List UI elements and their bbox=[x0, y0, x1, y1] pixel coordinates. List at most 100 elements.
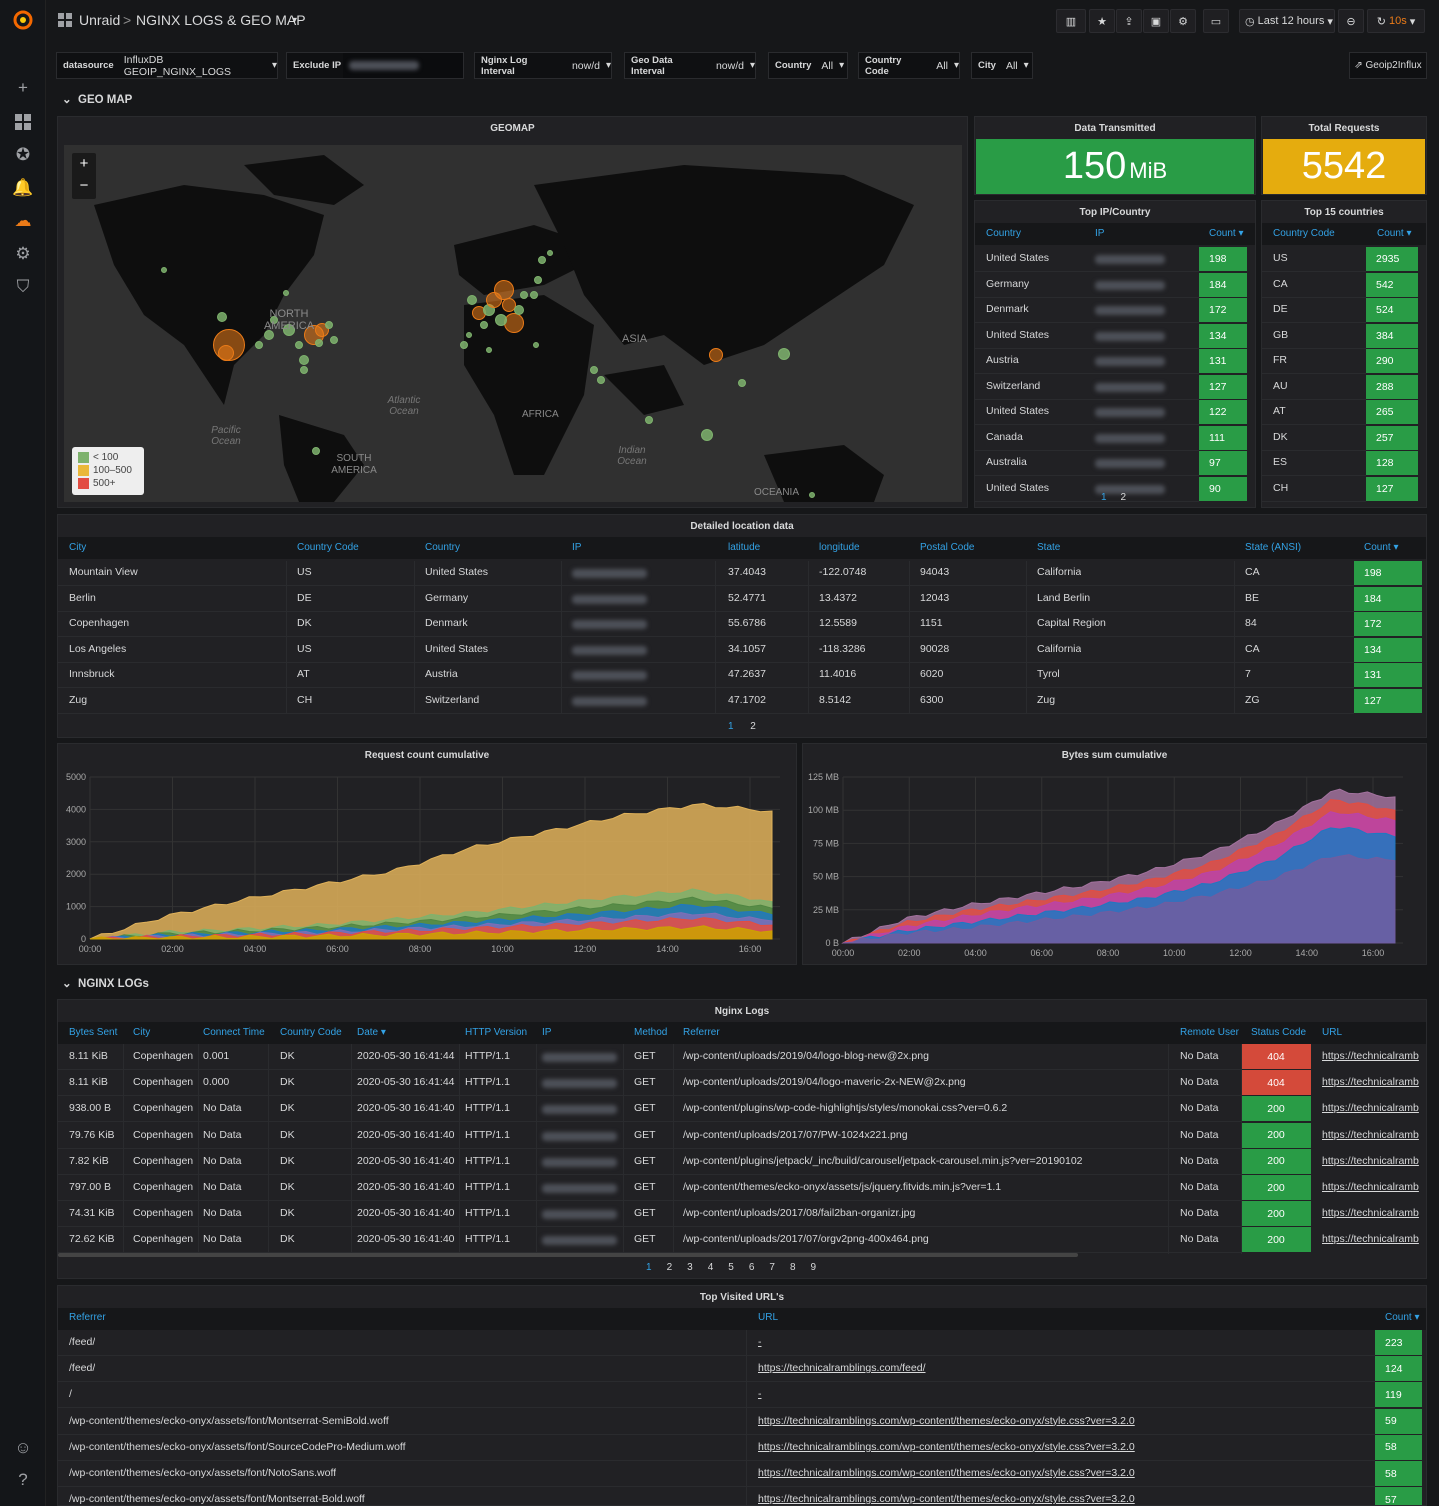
map-marker[interactable] bbox=[809, 492, 815, 498]
map-marker[interactable] bbox=[300, 366, 308, 374]
top-countries-col-code[interactable]: Country Code bbox=[1273, 228, 1335, 239]
location-col-header[interactable]: Country Code bbox=[297, 542, 359, 553]
page-number[interactable]: 1 bbox=[646, 1262, 652, 1273]
map-marker[interactable] bbox=[520, 291, 528, 299]
nginx-logs-col-header[interactable]: HTTP Version bbox=[465, 1027, 528, 1038]
map-marker[interactable] bbox=[504, 313, 524, 333]
map-marker[interactable] bbox=[255, 341, 263, 349]
var-datasource[interactable]: datasource InfluxDB GEOIP_NGINX_LOGS ▾ bbox=[56, 52, 278, 79]
top-urls-col-referrer[interactable]: Referrer bbox=[69, 1312, 106, 1323]
map-marker[interactable] bbox=[738, 379, 746, 387]
nginx-logs-col-header[interactable]: Bytes Sent bbox=[69, 1027, 118, 1038]
settings-button[interactable]: ⚙ bbox=[1170, 9, 1196, 33]
map-marker[interactable] bbox=[538, 256, 546, 264]
location-col-header[interactable]: State bbox=[1037, 542, 1061, 553]
top-ip-col-count[interactable]: Count ▾ bbox=[1209, 228, 1244, 239]
map-marker[interactable] bbox=[645, 416, 653, 424]
map-marker[interactable] bbox=[486, 347, 492, 353]
var-geo-interval[interactable]: Geo Data Interval now/d ▾ bbox=[624, 52, 756, 79]
page-number[interactable]: 6 bbox=[748, 1262, 755, 1273]
map-marker[interactable] bbox=[466, 332, 472, 338]
var-country[interactable]: Country All ▾ bbox=[768, 52, 848, 79]
explore-icon[interactable]: ✪ bbox=[15, 145, 31, 164]
top-urls-url[interactable]: - bbox=[758, 1336, 762, 1348]
top-ip-col-ip[interactable]: IP bbox=[1095, 228, 1105, 239]
save-button[interactable]: ▣ bbox=[1143, 9, 1169, 33]
top-urls-col-url[interactable]: URL bbox=[758, 1312, 779, 1323]
location-col-header[interactable]: Country bbox=[425, 542, 461, 553]
location-col-header[interactable]: latitude bbox=[728, 542, 761, 553]
map-marker[interactable] bbox=[534, 276, 542, 284]
url-link[interactable]: https://technicalramb bbox=[1322, 1076, 1419, 1089]
var-nginx-interval[interactable]: Nginx Log Interval now/d ▾ bbox=[474, 52, 612, 79]
top-ip-col-country[interactable]: Country bbox=[986, 228, 1022, 239]
dashboards-icon[interactable] bbox=[11, 110, 35, 134]
url-link[interactable]: https://technicalramb bbox=[1322, 1207, 1419, 1220]
zoom-out-button[interactable]: − bbox=[79, 177, 89, 194]
url-link[interactable]: https://technicalramb bbox=[1322, 1233, 1419, 1246]
grafana-logo-icon[interactable] bbox=[11, 8, 35, 32]
map-marker[interactable] bbox=[217, 312, 227, 322]
top-urls-url[interactable]: https://technicalramblings.com/wp-conten… bbox=[758, 1467, 1135, 1479]
map-marker[interactable] bbox=[533, 342, 539, 348]
chevron-down-icon[interactable]: ▾ bbox=[292, 15, 298, 26]
geoip2influx-link[interactable]: ⇗ Geoip2Influx bbox=[1349, 52, 1427, 79]
refresh-button[interactable]: ↻ 10s ▾ bbox=[1367, 9, 1425, 33]
page-2[interactable]: 2 bbox=[750, 721, 756, 732]
var-exclude-ip[interactable]: Exclude IP bbox=[286, 52, 464, 79]
map-marker[interactable] bbox=[283, 290, 289, 296]
page-number[interactable]: 2 bbox=[666, 1262, 673, 1273]
add-panel-button[interactable]: ▥ bbox=[1056, 9, 1086, 33]
page-1[interactable]: 1 bbox=[728, 721, 734, 732]
star-button[interactable]: ★ bbox=[1089, 9, 1115, 33]
map-marker[interactable] bbox=[312, 447, 320, 455]
map-marker[interactable] bbox=[514, 305, 524, 315]
location-col-header[interactable]: IP bbox=[572, 542, 582, 553]
world-map[interactable]: NORTH AMERICA ASIA Atlantic Ocean AFRICA… bbox=[64, 145, 962, 502]
url-link[interactable]: https://technicalramb bbox=[1322, 1154, 1419, 1167]
location-col-header[interactable]: Postal Code bbox=[920, 542, 975, 553]
map-marker[interactable] bbox=[270, 316, 278, 324]
map-marker[interactable] bbox=[460, 341, 468, 349]
location-col-header[interactable]: City bbox=[69, 542, 87, 553]
page-number[interactable]: 9 bbox=[810, 1262, 817, 1273]
map-marker[interactable] bbox=[264, 330, 274, 340]
shield-icon[interactable]: ⛉ bbox=[16, 277, 30, 296]
map-marker[interactable] bbox=[495, 314, 507, 326]
top-countries-col-count[interactable]: Count ▾ bbox=[1377, 228, 1412, 239]
nginx-logs-col-header[interactable]: Remote User bbox=[1180, 1027, 1239, 1038]
bytes-sum-chart[interactable]: 0 B 25 MB 50 MB 75 MB 100 MB 125 MB 00:00 02:00… bbox=[803, 764, 1426, 964]
url-link[interactable]: https://technicalramb bbox=[1322, 1128, 1419, 1141]
top-urls-url[interactable]: - bbox=[758, 1388, 762, 1401]
breadcrumb-org[interactable]: Unraid bbox=[79, 12, 121, 28]
var-city[interactable]: City All ▾ bbox=[971, 52, 1033, 79]
plus-icon[interactable]: + bbox=[18, 78, 28, 97]
request-count-chart[interactable]: 0 1000 2000 3000 4000 5000 00:00 02:00 04:00 06:0… bbox=[58, 764, 796, 964]
map-marker[interactable] bbox=[161, 267, 167, 273]
map-marker[interactable] bbox=[325, 321, 333, 329]
horizontal-scrollbar[interactable] bbox=[58, 1253, 1078, 1257]
map-marker[interactable] bbox=[701, 429, 713, 441]
map-marker[interactable] bbox=[218, 345, 234, 361]
plugin-cloud-icon[interactable]: ☁ bbox=[14, 211, 32, 230]
map-marker[interactable] bbox=[299, 355, 309, 365]
map-marker[interactable] bbox=[590, 366, 598, 374]
share-button[interactable]: ⇪ bbox=[1116, 9, 1142, 33]
alerting-bell-icon[interactable]: 🔔 bbox=[12, 178, 34, 197]
zoom-out-button[interactable]: ⊖ bbox=[1338, 9, 1364, 33]
map-marker[interactable] bbox=[778, 348, 790, 360]
configuration-gear-icon[interactable]: ⚙ bbox=[15, 244, 31, 263]
map-marker[interactable] bbox=[547, 250, 553, 256]
url-link[interactable]: https://technicalramb bbox=[1322, 1102, 1419, 1115]
nginx-logs-col-header[interactable]: IP bbox=[542, 1027, 552, 1038]
top-urls-url[interactable]: https://technicalramblings.com/wp-conten… bbox=[758, 1440, 1135, 1453]
row-geo-map[interactable]: ⌄ GEO MAP bbox=[62, 92, 132, 106]
nginx-logs-col-header[interactable]: URL bbox=[1322, 1027, 1343, 1038]
map-marker[interactable] bbox=[480, 321, 488, 329]
map-marker[interactable] bbox=[283, 324, 295, 336]
location-col-header[interactable]: Count ▾ bbox=[1364, 542, 1399, 553]
map-marker[interactable] bbox=[295, 341, 303, 349]
dashboard-title[interactable]: NGINX LOGS & GEO MAP bbox=[136, 12, 306, 28]
top-urls-url[interactable]: https://technicalramblings.com/wp-conten… bbox=[758, 1414, 1135, 1427]
url-link[interactable]: https://technicalramb bbox=[1322, 1181, 1419, 1193]
